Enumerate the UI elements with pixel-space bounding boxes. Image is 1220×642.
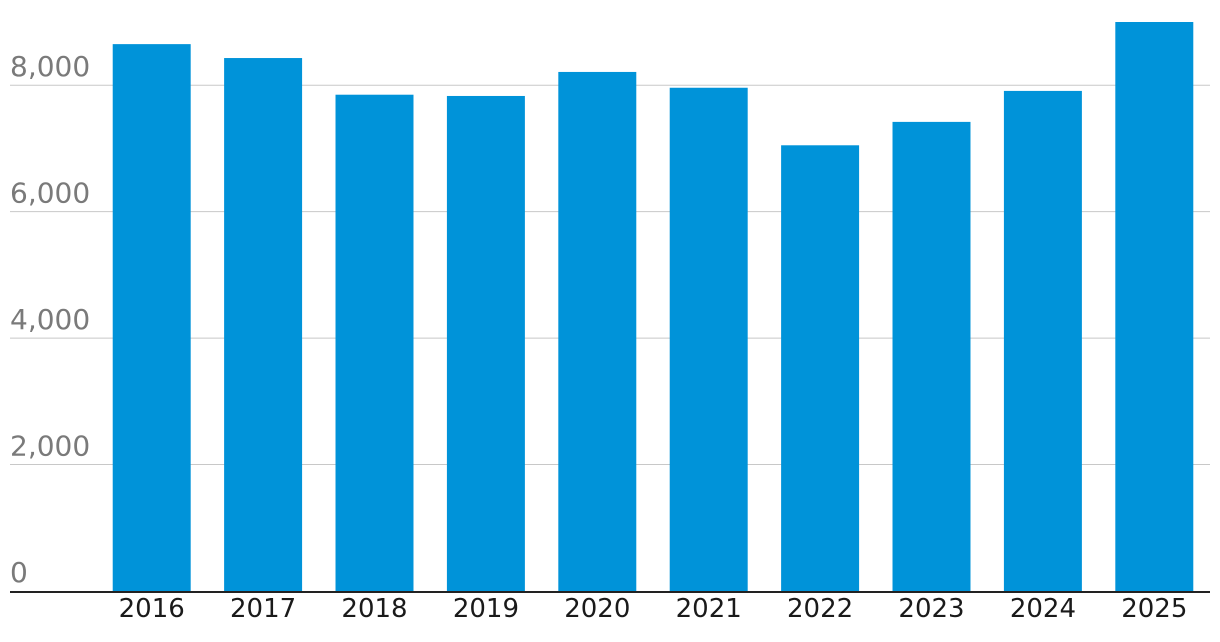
x-axis-ticks: 2016 2017 2018 2019 2020 2021 2022 2023 2024 2025 xyxy=(119,594,1188,624)
bar-2025 xyxy=(1115,22,1194,591)
x-tick-label: 2024 xyxy=(1010,594,1076,624)
bar-2018 xyxy=(335,94,414,591)
y-tick-label: 8,000 xyxy=(10,50,90,83)
x-tick-label: 2019 xyxy=(453,594,519,624)
x-tick-label: 2025 xyxy=(1121,594,1187,624)
x-tick-label: 2020 xyxy=(564,594,630,624)
bars xyxy=(112,22,1194,592)
y-tick-label: 6,000 xyxy=(10,177,90,210)
bar-2017 xyxy=(224,58,303,591)
x-tick-label: 2023 xyxy=(898,594,964,624)
x-tick-label: 2022 xyxy=(787,594,853,624)
y-tick-label: 2,000 xyxy=(10,430,90,463)
y-tick-label: 0 xyxy=(10,556,28,589)
x-tick-label: 2017 xyxy=(230,594,296,624)
bar-2020 xyxy=(558,71,637,591)
bar-2024 xyxy=(1003,90,1082,591)
bar-2022 xyxy=(781,145,860,592)
y-axis-ticks: 0 2,000 4,000 6,000 8,000 xyxy=(10,50,90,589)
bar-2016 xyxy=(112,44,191,591)
bar-2023 xyxy=(892,121,971,591)
x-tick-label: 2016 xyxy=(119,594,185,624)
x-tick-label: 2021 xyxy=(676,594,742,624)
y-tick-label: 4,000 xyxy=(10,303,90,336)
x-tick-label: 2018 xyxy=(341,594,407,624)
bar-2019 xyxy=(446,95,525,591)
bar-2021 xyxy=(669,87,748,592)
